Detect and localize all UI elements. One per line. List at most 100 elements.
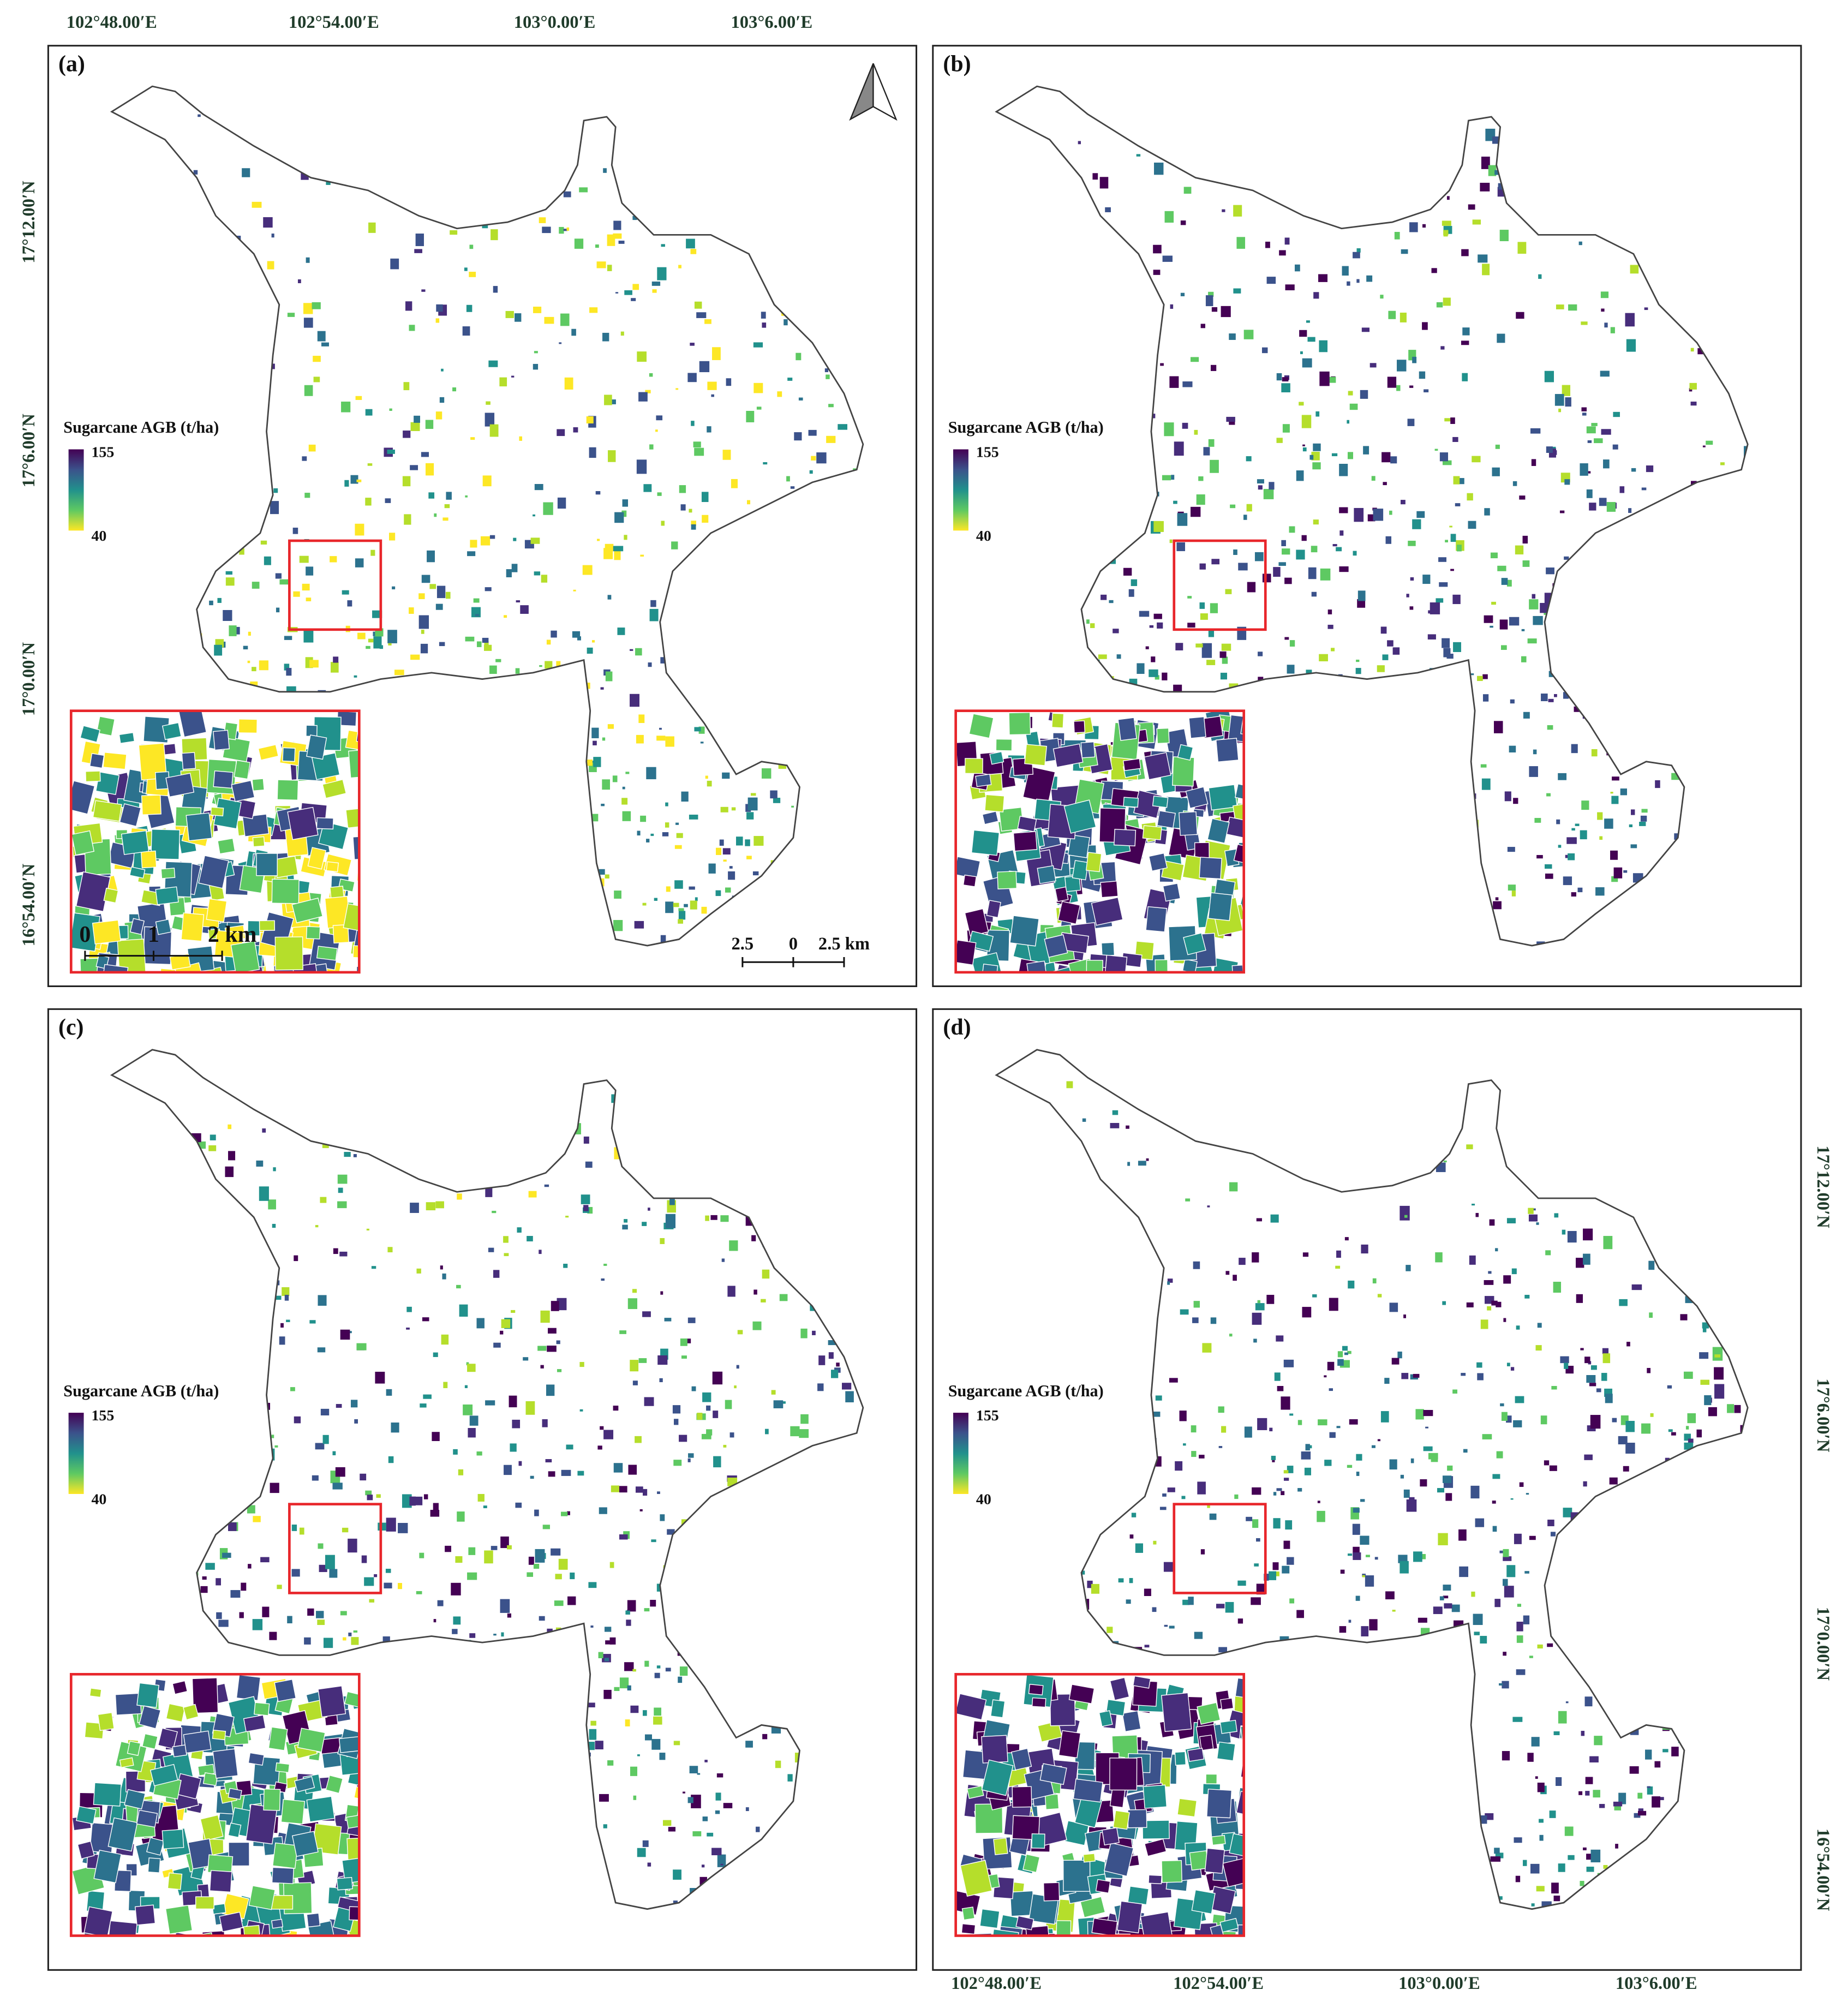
inset-field xyxy=(346,1814,360,1829)
inset-frame xyxy=(954,709,1246,974)
panel-label: (d) xyxy=(943,1015,971,1040)
longitude-label: 103°6.00′E xyxy=(1616,1974,1697,1993)
field-patch xyxy=(488,360,498,367)
field-patch xyxy=(1233,205,1242,217)
field-patch xyxy=(1545,873,1553,879)
inset-field xyxy=(1162,883,1181,902)
field-patch xyxy=(680,504,686,511)
field-patch xyxy=(1590,1415,1601,1429)
field-patch xyxy=(648,1208,650,1211)
field-patch xyxy=(1489,1219,1495,1226)
field-patch xyxy=(533,363,539,370)
field-patch xyxy=(1468,521,1476,529)
field-patch xyxy=(493,1270,500,1278)
field-patch xyxy=(1582,413,1587,416)
field-patch xyxy=(1589,1756,1599,1762)
inset-field xyxy=(1044,1794,1060,1810)
field-patch xyxy=(711,394,714,397)
field-patch xyxy=(1445,540,1449,542)
field-patch xyxy=(625,772,630,774)
field-patch xyxy=(506,569,512,577)
inset-field xyxy=(1114,828,1137,847)
field-patch xyxy=(1558,773,1567,780)
field-patch xyxy=(690,900,697,910)
inset-field xyxy=(1072,860,1089,881)
field-patch xyxy=(651,1539,656,1543)
inset-field xyxy=(1207,818,1230,844)
field-patch xyxy=(1580,1348,1584,1350)
field-patch xyxy=(1526,1493,1529,1495)
inset-field xyxy=(138,743,168,781)
field-patch xyxy=(643,1489,648,1496)
field-patch xyxy=(1446,196,1450,200)
field-patch xyxy=(570,1572,575,1580)
field-patch xyxy=(410,422,420,431)
field-patch xyxy=(626,1619,631,1626)
field-patch xyxy=(262,1128,266,1133)
field-patch xyxy=(1481,778,1491,790)
field-patch xyxy=(1313,292,1319,299)
field-patch xyxy=(646,839,650,842)
field-patch xyxy=(303,318,313,328)
field-patch xyxy=(542,226,551,234)
field-patch xyxy=(1690,402,1697,406)
field-patch xyxy=(589,447,596,458)
field-patch xyxy=(1442,220,1451,226)
inset-field xyxy=(1199,1734,1214,1751)
field-patch xyxy=(1207,1503,1210,1508)
field-patch xyxy=(1585,1791,1590,1796)
field-patch xyxy=(1491,1300,1498,1306)
inset-field xyxy=(981,1759,1014,1796)
inset-field xyxy=(231,780,255,802)
field-patch xyxy=(593,757,601,767)
field-patch xyxy=(1401,500,1406,505)
field-patch xyxy=(1571,892,1576,897)
field-patch xyxy=(1619,486,1625,493)
field-patch xyxy=(632,216,637,220)
field-patch xyxy=(790,486,795,489)
field-patch xyxy=(534,351,538,354)
field-patch xyxy=(680,1338,687,1346)
field-patch xyxy=(1226,416,1235,422)
field-patch xyxy=(1423,1446,1433,1451)
field-patch xyxy=(642,903,647,906)
field-patch xyxy=(781,1401,786,1404)
field-patch xyxy=(1655,780,1660,788)
inset-field xyxy=(119,1757,134,1768)
field-patch xyxy=(1422,575,1431,584)
field-patch xyxy=(373,636,382,649)
field-patch xyxy=(230,1590,241,1598)
field-patch xyxy=(1162,672,1168,680)
field-patch xyxy=(1565,1701,1569,1704)
field-patch xyxy=(1586,1866,1594,1872)
field-patch xyxy=(1546,793,1551,797)
inset-field xyxy=(975,774,992,787)
field-patch xyxy=(435,1201,444,1209)
field-patch xyxy=(252,1619,263,1630)
inset-field xyxy=(1199,857,1222,880)
field-patch xyxy=(317,331,326,342)
field-patch xyxy=(1380,626,1387,634)
field-patch xyxy=(489,535,495,539)
inset-field xyxy=(1064,875,1081,892)
field-patch xyxy=(500,1536,509,1549)
field-patch xyxy=(1521,629,1525,631)
field-patch xyxy=(551,1301,559,1311)
field-patch xyxy=(1339,464,1348,476)
field-patch xyxy=(1502,1681,1509,1689)
field-patch xyxy=(1702,1328,1707,1332)
inset-field xyxy=(243,1714,266,1732)
field-patch xyxy=(464,1385,468,1388)
field-patch xyxy=(1390,456,1397,464)
field-patch xyxy=(1516,1635,1523,1643)
field-patch xyxy=(1503,1652,1507,1656)
inset-field xyxy=(1095,1879,1111,1894)
inset-field xyxy=(134,1904,156,1926)
field-patch xyxy=(636,734,644,744)
field-patch xyxy=(1347,420,1350,424)
inset-field xyxy=(1024,744,1048,766)
field-patch xyxy=(469,1415,479,1426)
field-patch xyxy=(664,1318,672,1322)
field-patch xyxy=(1221,1426,1227,1433)
field-patch xyxy=(1381,452,1391,463)
